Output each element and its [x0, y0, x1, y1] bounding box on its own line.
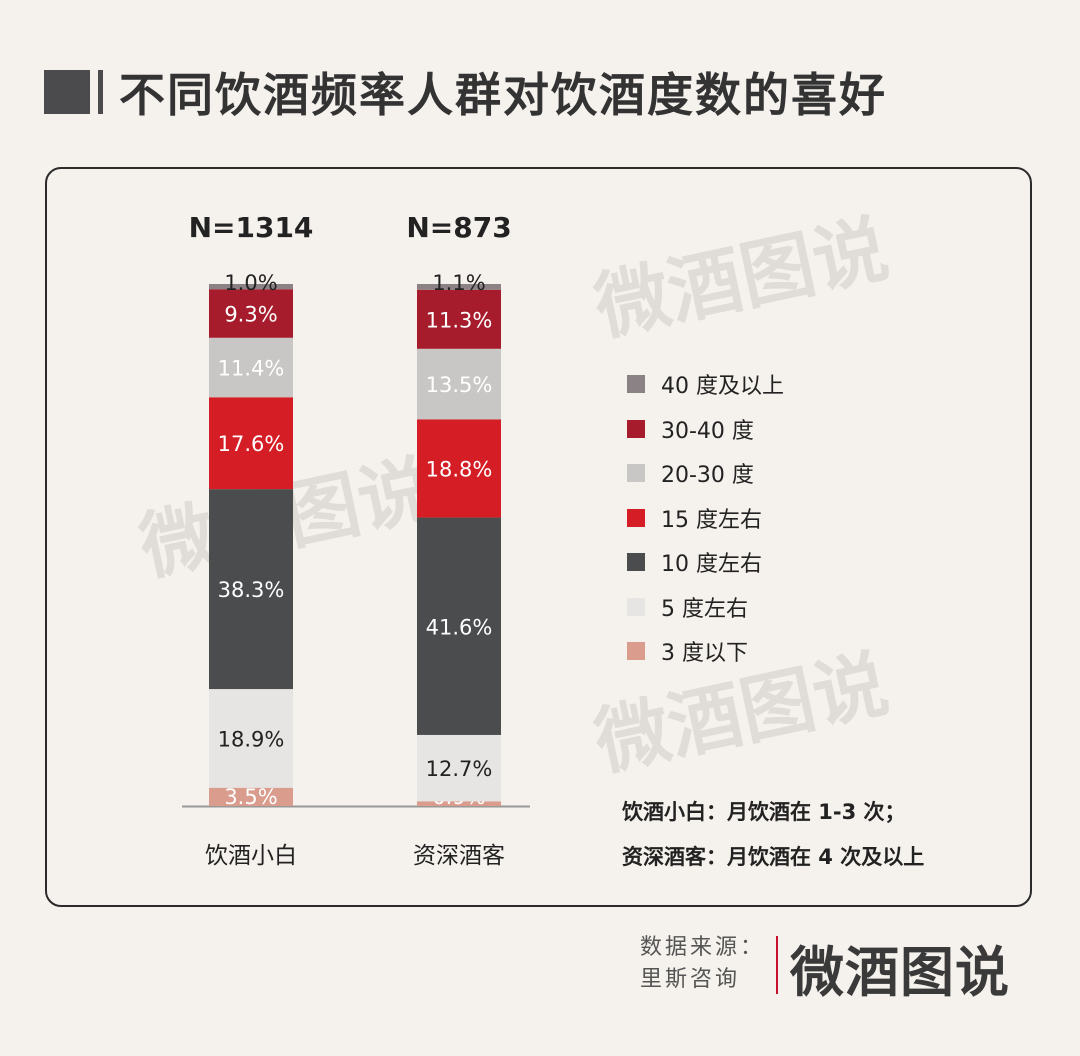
data-label: 1.1% [432, 271, 485, 295]
bar-segment [417, 734, 501, 802]
bar-segment [209, 284, 293, 290]
bar-segment [417, 348, 501, 420]
bar-segment [209, 337, 293, 398]
stacked-bar-chart: 微酒图说微酒图说微酒图说3.5%18.9%38.3%17.6%11.4%9.3%… [132, 206, 895, 869]
data-label: 11.4% [218, 357, 285, 381]
title-row: 不同饮酒频率人群对饮酒度数的喜好 [44, 62, 887, 122]
legend-item: 30-40 度 [627, 407, 784, 452]
data-label: 18.8% [426, 457, 493, 481]
legend-swatch [627, 642, 645, 661]
data-label: 9.3% [224, 302, 277, 326]
data-label: 12.7% [426, 757, 493, 781]
legend-item: 3 度以下 [627, 629, 784, 674]
sample-size-label: N=1314 [189, 211, 314, 244]
legend-swatch [627, 419, 645, 438]
legend-swatch [627, 464, 645, 483]
data-source: 数据来源： 里斯咨询 [640, 932, 765, 996]
legend-label: 3 度以下 [661, 641, 748, 667]
category-label: 资深酒客 [413, 843, 505, 869]
data-label: 38.3% [218, 578, 285, 602]
bar-segment [417, 419, 501, 518]
data-label: 18.9% [218, 727, 285, 751]
data-label: 13.5% [426, 373, 493, 397]
legend-item: 15 度左右 [627, 496, 784, 541]
source-divider [776, 936, 778, 994]
legend: 40 度及以上 30-40 度 20-30 度 15 度左右 10 度左右 5 度左右 3 … [627, 362, 784, 674]
legend-swatch [627, 508, 645, 527]
legend-label: 20-30 度 [661, 463, 754, 489]
note-veteran: 资深酒客：月饮酒在 4 次及以上 [622, 845, 925, 869]
data-label: 11.3% [426, 308, 493, 332]
source-name: 里斯咨询 [640, 967, 741, 992]
bar-segment [209, 489, 293, 690]
data-label: 41.6% [426, 615, 493, 639]
legend-swatch [627, 375, 645, 394]
bar-segment [209, 689, 293, 788]
brand-logo: 微酒图说 [790, 941, 1010, 1004]
chart-panel: 微酒图说微酒图说微酒图说3.5%18.9%38.3%17.6%11.4%9.3%… [45, 167, 1032, 907]
category-label: 饮酒小白 [205, 843, 297, 869]
title-bar-mark [98, 70, 103, 114]
bar-segment [417, 284, 501, 290]
source-label: 数据来源： [640, 935, 766, 960]
legend-label: 5 度左右 [661, 596, 748, 622]
note-novice: 饮酒小白：月饮酒在 1-3 次； [622, 800, 906, 824]
bar-segment [417, 517, 501, 735]
legend-swatch [627, 597, 645, 616]
data-label: 3.5% [224, 785, 277, 809]
bar-segment [209, 787, 293, 806]
legend-label: 15 度左右 [661, 507, 762, 533]
data-label: 1.0% [224, 271, 277, 295]
legend-item: 20-30 度 [627, 451, 784, 496]
bar-segment [209, 397, 293, 490]
page-title: 不同饮酒频率人群对饮酒度数的喜好 [119, 68, 887, 122]
bar-segment [209, 289, 293, 338]
bar-segment [417, 289, 501, 349]
sample-size-label: N=873 [406, 211, 511, 244]
legend-swatch [627, 553, 645, 572]
title-square-mark [44, 70, 90, 114]
legend-item: 40 度及以上 [627, 362, 784, 407]
bar-segment [417, 801, 501, 806]
legend-item: 10 度左右 [627, 540, 784, 585]
legend-label: 30-40 度 [661, 418, 754, 444]
watermark-text: 微酒图说 [587, 206, 895, 352]
legend-item: 5 度左右 [627, 585, 784, 630]
legend-label: 40 度及以上 [661, 374, 784, 400]
legend-label: 10 度左右 [661, 552, 762, 578]
data-label: 17.6% [218, 432, 285, 456]
